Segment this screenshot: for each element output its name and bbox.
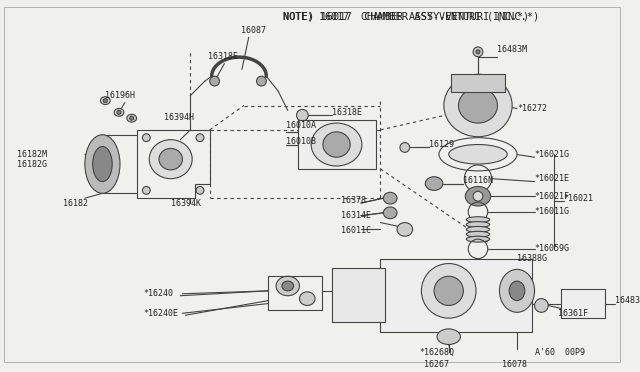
Text: 16010A: 16010A: [286, 121, 316, 129]
Text: *16059G: *16059G: [534, 244, 570, 253]
Text: 16318E: 16318E: [332, 108, 362, 117]
Circle shape: [196, 134, 204, 142]
Ellipse shape: [276, 276, 300, 296]
Text: 16078: 16078: [502, 359, 527, 369]
Ellipse shape: [323, 132, 350, 157]
Ellipse shape: [114, 108, 124, 116]
Text: 16182G: 16182G: [17, 160, 47, 169]
Circle shape: [143, 186, 150, 194]
Ellipse shape: [104, 99, 108, 103]
Text: 16267: 16267: [424, 359, 449, 369]
Ellipse shape: [437, 329, 460, 344]
Ellipse shape: [467, 231, 490, 237]
Bar: [561, 289, 605, 318]
Text: *16021G: *16021G: [534, 150, 570, 159]
Ellipse shape: [149, 140, 192, 179]
Ellipse shape: [449, 145, 508, 164]
Text: *16021: *16021: [564, 194, 594, 203]
Circle shape: [476, 50, 480, 54]
Text: 16011C: 16011C: [341, 226, 371, 235]
Text: *16240: *16240: [143, 289, 173, 298]
Text: NOTE) 16017  CHAMBER ASSY-VENTURI (INC.*): NOTE) 16017 CHAMBER ASSY-VENTURI (INC.*): [283, 12, 539, 22]
Ellipse shape: [397, 222, 413, 236]
Text: 16010B: 16010B: [286, 137, 316, 146]
Text: *16240E: *16240E: [143, 309, 179, 318]
Text: *16011G: *16011G: [534, 207, 570, 217]
Ellipse shape: [467, 222, 490, 227]
Ellipse shape: [439, 138, 517, 171]
Text: 16394K: 16394K: [171, 199, 201, 208]
Ellipse shape: [257, 76, 266, 86]
Ellipse shape: [127, 114, 136, 122]
Circle shape: [296, 109, 308, 121]
Ellipse shape: [282, 281, 294, 291]
Text: 16378: 16378: [341, 196, 367, 205]
Ellipse shape: [458, 88, 497, 123]
Circle shape: [400, 142, 410, 152]
Text: 16314E: 16314E: [341, 211, 371, 220]
Ellipse shape: [421, 263, 476, 318]
Ellipse shape: [383, 207, 397, 219]
Ellipse shape: [85, 135, 120, 193]
Text: 16388G: 16388G: [517, 254, 547, 263]
Ellipse shape: [100, 97, 110, 105]
Ellipse shape: [210, 76, 220, 86]
Bar: [380, 259, 532, 332]
Ellipse shape: [444, 74, 512, 137]
Text: 16116N: 16116N: [463, 176, 493, 185]
Ellipse shape: [159, 148, 182, 170]
Bar: [268, 276, 322, 310]
Ellipse shape: [383, 192, 397, 204]
Bar: [298, 120, 376, 169]
Text: NOTE) 16017  CHAMBER ASSY-VENTURI (INC.*): NOTE) 16017 CHAMBER ASSY-VENTURI (INC.*): [283, 12, 529, 22]
Ellipse shape: [467, 236, 490, 242]
Ellipse shape: [117, 110, 121, 114]
Ellipse shape: [509, 281, 525, 301]
Text: 16182: 16182: [63, 199, 88, 208]
Text: *16268Q: *16268Q: [419, 348, 454, 357]
Text: 16483M: 16483M: [497, 45, 527, 54]
Circle shape: [143, 134, 150, 142]
Text: 16129: 16129: [429, 140, 454, 149]
Text: 16318E: 16318E: [208, 52, 238, 61]
Text: 16394H: 16394H: [164, 113, 194, 122]
Text: *16021E: *16021E: [534, 174, 570, 183]
Circle shape: [534, 299, 548, 312]
Ellipse shape: [434, 276, 463, 305]
Text: 16483: 16483: [614, 296, 639, 305]
Ellipse shape: [467, 227, 490, 232]
Text: 16361F: 16361F: [558, 309, 588, 318]
Circle shape: [473, 47, 483, 57]
Ellipse shape: [93, 147, 112, 182]
Text: *16272: *16272: [517, 104, 547, 113]
Circle shape: [196, 186, 204, 194]
Ellipse shape: [467, 217, 490, 222]
Circle shape: [473, 191, 483, 201]
Text: 16196H: 16196H: [106, 91, 135, 100]
Text: A'60  00P9: A'60 00P9: [535, 348, 586, 357]
Text: 16087: 16087: [241, 26, 266, 35]
Bar: [451, 74, 506, 92]
Ellipse shape: [300, 292, 315, 305]
Ellipse shape: [499, 269, 534, 312]
Ellipse shape: [465, 186, 491, 206]
Ellipse shape: [311, 123, 362, 166]
Text: 16182M: 16182M: [17, 150, 47, 159]
Text: *16021F: *16021F: [534, 192, 570, 201]
Ellipse shape: [426, 177, 443, 190]
Bar: [332, 269, 385, 322]
Ellipse shape: [130, 116, 134, 120]
